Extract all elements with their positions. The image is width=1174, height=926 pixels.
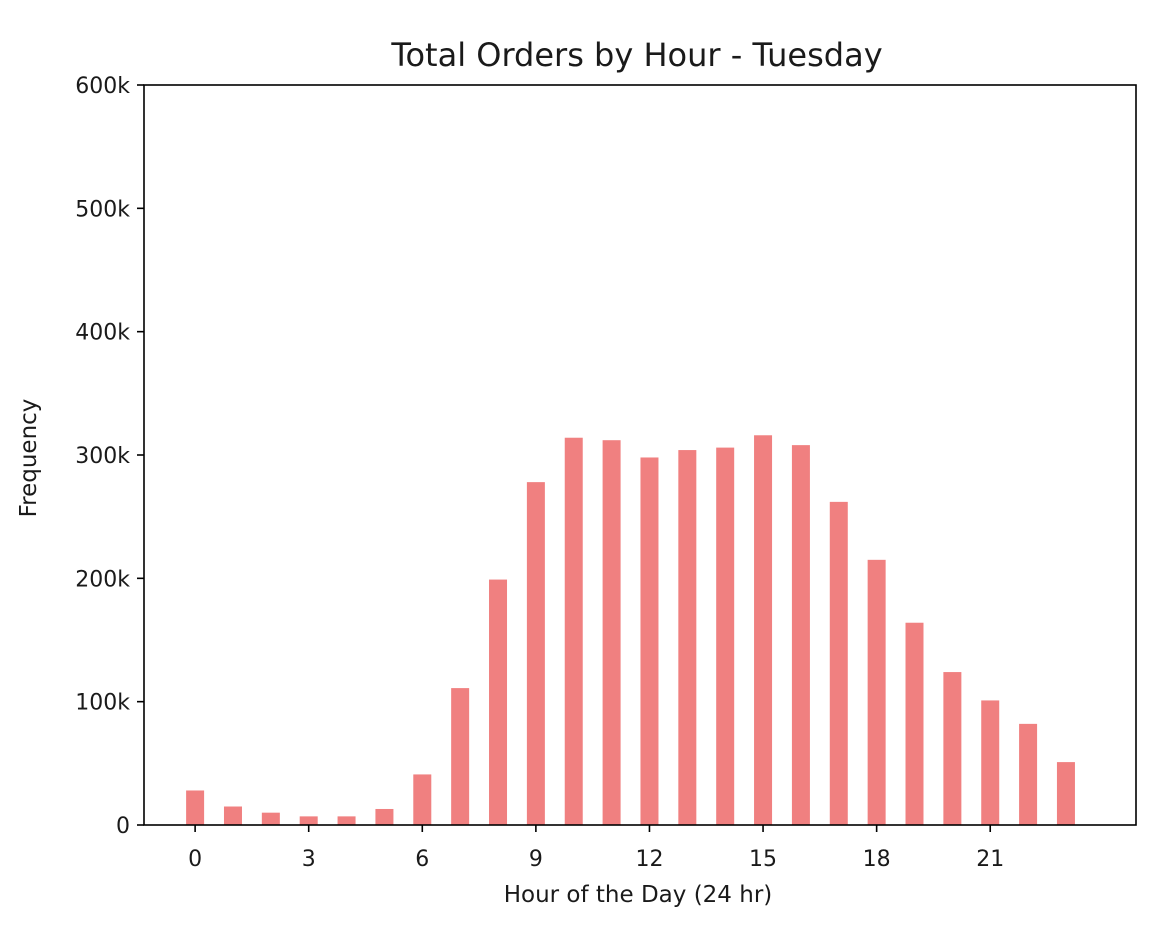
bar-hour-6 <box>413 774 432 825</box>
y-tick-label: 300k <box>75 444 130 469</box>
y-tick-label: 200k <box>75 567 130 592</box>
y-tick-label: 400k <box>75 321 130 346</box>
bar-hour-4 <box>337 816 356 825</box>
bar-hour-9 <box>526 482 545 825</box>
bar-hour-14 <box>716 447 735 825</box>
x-tick-label: 6 <box>415 847 429 872</box>
bar-hour-3 <box>299 816 318 825</box>
bar-hour-17 <box>829 501 848 825</box>
bar-hour-1 <box>223 806 242 825</box>
bar-hour-0 <box>186 790 205 825</box>
bar-hour-2 <box>261 812 280 825</box>
x-tick-label: 18 <box>863 847 891 872</box>
bar-hour-7 <box>451 688 470 825</box>
y-tick-label: 500k <box>75 197 130 222</box>
bar-hour-10 <box>564 437 583 825</box>
bar-hour-12 <box>640 457 659 825</box>
x-axis: 0 3 6 9 12 15 18 21 <box>188 825 1004 872</box>
chart-title: Total Orders by Hour - Tuesday <box>390 36 882 74</box>
y-tick-label: 0 <box>116 814 130 839</box>
bar-hour-21 <box>981 700 1000 825</box>
bar-hour-23 <box>1056 762 1075 825</box>
y-tick-label: 100k <box>75 691 130 716</box>
x-tick-label: 12 <box>635 847 663 872</box>
bar-hour-8 <box>489 579 508 825</box>
bar-hour-16 <box>791 445 810 825</box>
bar-hour-15 <box>754 435 773 825</box>
bars-group <box>186 435 1075 825</box>
y-axis: 0 100k 200k 300k 400k 500k 600k <box>75 74 144 839</box>
x-tick-label: 0 <box>188 847 202 872</box>
bar-hour-18 <box>867 559 886 825</box>
bar-hour-20 <box>943 672 962 825</box>
bar-hour-19 <box>905 622 924 825</box>
y-tick-label: 600k <box>75 74 130 99</box>
bar-hour-22 <box>1019 723 1038 825</box>
bar-hour-13 <box>678 450 697 825</box>
y-axis-title: Frequency <box>16 399 42 518</box>
bar-hour-11 <box>602 440 621 825</box>
x-tick-label: 15 <box>749 847 777 872</box>
x-axis-title: Hour of the Day (24 hr) <box>504 882 773 908</box>
x-tick-label: 3 <box>302 847 316 872</box>
bar-hour-5 <box>375 808 394 825</box>
x-tick-label: 21 <box>976 847 1004 872</box>
x-tick-label: 9 <box>529 847 543 872</box>
